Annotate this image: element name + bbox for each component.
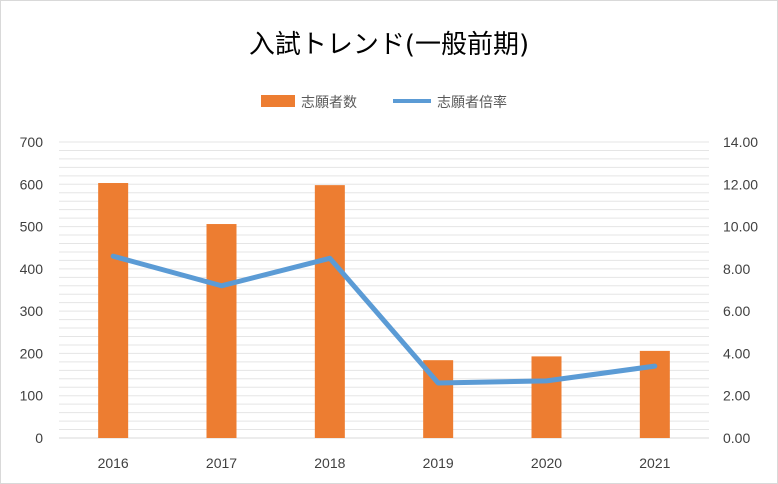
y-axis-right: 0.00 2.00 4.00 6.00 8.00 10.00 12.00 14.00 (723, 134, 758, 446)
y-right-tick-label: 6.00 (723, 303, 750, 319)
y-right-tick-label: 12.00 (723, 176, 758, 192)
y-right-tick-label: 4.00 (723, 345, 750, 361)
y-left-tick-label: 0 (35, 430, 43, 446)
y-right-tick-label: 14.00 (723, 134, 758, 150)
legend-label-bar: 志願者数 (301, 95, 357, 111)
chart-title: 入試トレンド(一般前期) (249, 30, 529, 60)
bar (206, 224, 237, 438)
line-series (110, 253, 658, 386)
y-left-tick-label: 100 (20, 388, 44, 404)
gridlines (59, 141, 709, 439)
line-point (111, 254, 116, 259)
y-left-tick-label: 400 (20, 261, 44, 277)
x-tick-label: 2016 (98, 455, 129, 471)
line-point (652, 364, 657, 369)
y-left-tick-label: 700 (20, 134, 44, 150)
y-axis-left: 0 100 200 300 400 500 600 700 (20, 134, 44, 446)
x-tick-label: 2020 (531, 455, 562, 471)
line-path (110, 253, 658, 386)
legend-swatch-bar (261, 95, 295, 107)
y-left-tick-label: 600 (20, 176, 44, 192)
line-point (436, 381, 441, 386)
y-right-tick-label: 0.00 (723, 430, 750, 446)
line-point (544, 378, 549, 383)
x-tick-label: 2019 (423, 455, 454, 471)
line-point (219, 283, 224, 288)
line-point (327, 256, 332, 261)
bar (98, 183, 129, 438)
y-right-tick-label: 2.00 (723, 388, 750, 404)
x-tick-label: 2021 (639, 455, 670, 471)
y-left-tick-label: 300 (20, 303, 44, 319)
x-tick-label: 2018 (314, 455, 345, 471)
y-left-tick-label: 500 (20, 219, 44, 235)
y-left-tick-label: 200 (20, 345, 44, 361)
y-right-tick-label: 10.00 (723, 219, 758, 235)
x-tick-label: 2017 (206, 455, 237, 471)
bar-series (98, 183, 670, 438)
x-axis: 2016 2017 2018 2019 2020 2021 (98, 455, 671, 471)
bar (314, 185, 345, 438)
legend-label-line: 志願者倍率 (437, 94, 507, 111)
legend: 志願者数 志願者倍率 (261, 94, 507, 111)
y-right-tick-label: 8.00 (723, 261, 750, 277)
bar (531, 356, 562, 438)
